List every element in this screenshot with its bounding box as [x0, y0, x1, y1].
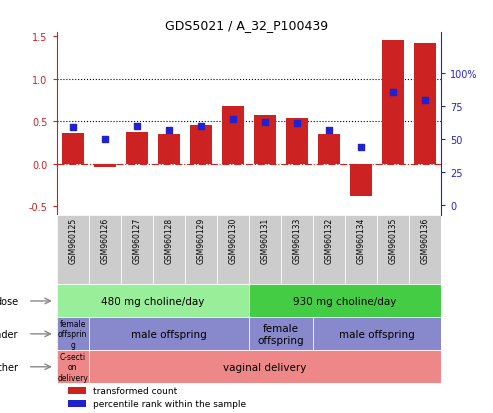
Bar	[121, 216, 153, 285]
Text: dose: dose	[0, 296, 18, 306]
Text: male offspring: male offspring	[131, 329, 207, 339]
Text: C-secti
on
delivery: C-secti on delivery	[57, 352, 88, 382]
Bar	[217, 216, 249, 285]
Text: GSM960132: GSM960132	[324, 218, 334, 263]
Text: vaginal delivery: vaginal delivery	[223, 362, 307, 372]
Point	[389, 89, 397, 96]
Bar	[89, 318, 249, 351]
Bar	[158, 135, 180, 164]
Bar	[222, 107, 244, 164]
Bar	[414, 44, 436, 164]
Text: female
offspring: female offspring	[258, 323, 304, 345]
Text: GSM960135: GSM960135	[388, 218, 398, 264]
Text: GSM960129: GSM960129	[196, 218, 206, 263]
Point	[421, 97, 429, 104]
Text: GSM960133: GSM960133	[292, 218, 302, 264]
Bar	[313, 318, 441, 351]
Point	[261, 119, 269, 126]
Bar	[254, 116, 276, 164]
Text: GDS5021 / A_32_P100439: GDS5021 / A_32_P100439	[165, 19, 328, 31]
Text: GSM960136: GSM960136	[421, 218, 430, 264]
Bar	[249, 285, 441, 318]
Bar	[94, 164, 116, 167]
Bar	[68, 387, 86, 394]
Bar	[313, 216, 345, 285]
Bar	[153, 216, 185, 285]
Point	[357, 145, 365, 151]
Text: gender: gender	[0, 329, 18, 339]
Text: 480 mg choline/day: 480 mg choline/day	[101, 296, 205, 306]
Text: GSM960126: GSM960126	[100, 218, 109, 263]
Bar	[190, 126, 212, 164]
Point	[293, 121, 301, 127]
Text: female
offsprin
g: female offsprin g	[58, 319, 87, 349]
Point	[197, 123, 205, 130]
Text: GSM960130: GSM960130	[228, 218, 238, 264]
Point	[133, 123, 141, 130]
Bar	[377, 216, 409, 285]
Point	[165, 127, 173, 134]
Bar	[185, 216, 217, 285]
Bar	[281, 216, 313, 285]
Bar	[350, 164, 372, 197]
Bar	[57, 216, 89, 285]
Bar	[249, 216, 281, 285]
Bar	[409, 216, 441, 285]
Point	[101, 137, 108, 143]
Point	[229, 117, 237, 123]
Text: percentile rank within the sample: percentile rank within the sample	[93, 399, 246, 408]
Bar	[57, 351, 89, 383]
Bar	[57, 285, 249, 318]
Bar	[286, 119, 308, 164]
Text: transformed count: transformed count	[93, 386, 177, 395]
Text: male offspring: male offspring	[339, 329, 415, 339]
Bar	[68, 400, 86, 406]
Bar	[345, 216, 377, 285]
Text: GSM960127: GSM960127	[132, 218, 141, 263]
Point	[325, 127, 333, 134]
Point	[69, 125, 77, 131]
Bar	[382, 40, 404, 164]
Bar	[126, 133, 148, 164]
Bar	[57, 318, 89, 351]
Text: other: other	[0, 362, 18, 372]
Bar	[62, 134, 84, 164]
Bar	[318, 135, 340, 164]
Bar	[249, 318, 313, 351]
Text: GSM960125: GSM960125	[68, 218, 77, 263]
Text: GSM960134: GSM960134	[356, 218, 366, 264]
Text: GSM960131: GSM960131	[260, 218, 270, 263]
Bar	[89, 216, 121, 285]
Text: 930 mg choline/day: 930 mg choline/day	[293, 296, 397, 306]
Text: GSM960128: GSM960128	[164, 218, 174, 263]
